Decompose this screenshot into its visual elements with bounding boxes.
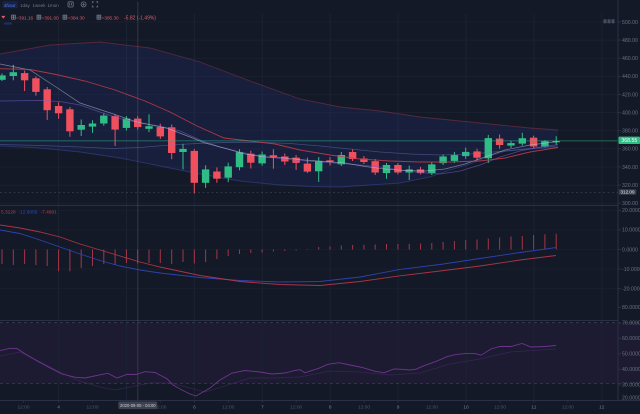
svg-text:12:00: 12:00 xyxy=(222,404,234,410)
svg-text:-12.8056: -12.8056 xyxy=(19,209,38,215)
svg-text:-7.4681: -7.4681 xyxy=(41,209,58,215)
svg-text:500.00: 500.00 xyxy=(622,20,638,26)
svg-text:5.3128: 5.3128 xyxy=(1,209,16,215)
svg-text:20.0000: 20.0000 xyxy=(622,208,640,214)
svg-text:12:00: 12:00 xyxy=(290,404,302,410)
svg-text:60.0000: 60.0000 xyxy=(622,336,640,342)
svg-text:400.00: 400.00 xyxy=(622,110,638,116)
svg-text:9: 9 xyxy=(397,404,400,410)
svg-text:12:00: 12:00 xyxy=(426,404,438,410)
svg-text:=384.30: =384.30 xyxy=(68,15,85,20)
svg-text:80.0000: 80.0000 xyxy=(622,305,640,311)
svg-text:=391.16: =391.16 xyxy=(16,15,33,20)
svg-text:420.00: 420.00 xyxy=(622,92,638,98)
svg-text:11: 11 xyxy=(531,404,536,410)
svg-text:12:00: 12:00 xyxy=(86,404,98,410)
svg-text:360.00: 360.00 xyxy=(622,147,638,153)
svg-text:12:00: 12:00 xyxy=(358,404,370,410)
svg-text:70.0000: 70.0000 xyxy=(622,321,640,327)
svg-text:8: 8 xyxy=(329,404,332,410)
svg-text:0.0000: 0.0000 xyxy=(622,247,638,253)
svg-text:30.0000: 30.0000 xyxy=(622,383,640,389)
svg-text:7: 7 xyxy=(261,404,264,410)
svg-text:1week: 1week xyxy=(33,3,47,8)
svg-text:50.0000: 50.0000 xyxy=(622,352,640,358)
svg-text:12:00: 12:00 xyxy=(562,404,574,410)
svg-text:12: 12 xyxy=(599,404,605,410)
svg-text:1mon: 1mon xyxy=(48,3,60,8)
svg-text:2020-09-05 - 04:00: 2020-09-05 - 04:00 xyxy=(120,403,156,408)
svg-text:20.0000: 20.0000 xyxy=(622,396,640,402)
svg-text:312.09: 312.09 xyxy=(620,190,634,195)
svg-text:368.55: 368.55 xyxy=(621,138,637,144)
svg-text:-5.82 (-1.49%): -5.82 (-1.49%) xyxy=(124,15,156,21)
svg-text:=385.30: =385.30 xyxy=(102,15,119,20)
svg-text:320.00: 320.00 xyxy=(622,183,638,189)
svg-text:380.00: 380.00 xyxy=(622,129,638,135)
svg-text:300.00: 300.00 xyxy=(622,201,638,207)
svg-text:-10.0000: -10.0000 xyxy=(622,267,640,273)
svg-text:1day: 1day xyxy=(20,3,31,8)
svg-text:440.00: 440.00 xyxy=(622,74,638,80)
svg-text:12:00: 12:00 xyxy=(17,404,29,410)
svg-text:480.00: 480.00 xyxy=(622,38,638,44)
svg-text:=391.00: =391.00 xyxy=(42,15,59,20)
svg-text:340.00: 340.00 xyxy=(622,165,638,171)
svg-text:12:00: 12:00 xyxy=(494,404,506,410)
svg-text:12:00: 12:00 xyxy=(154,404,166,410)
svg-text:40.0000: 40.0000 xyxy=(622,367,640,373)
svg-text:4hour: 4hour xyxy=(4,3,16,8)
svg-text:10: 10 xyxy=(463,404,469,410)
svg-text:6: 6 xyxy=(193,404,196,410)
svg-text:10.0000: 10.0000 xyxy=(622,228,640,234)
svg-text:460.00: 460.00 xyxy=(622,56,638,62)
svg-text:-20.0000: -20.0000 xyxy=(622,287,640,293)
svg-text:4: 4 xyxy=(57,404,60,410)
